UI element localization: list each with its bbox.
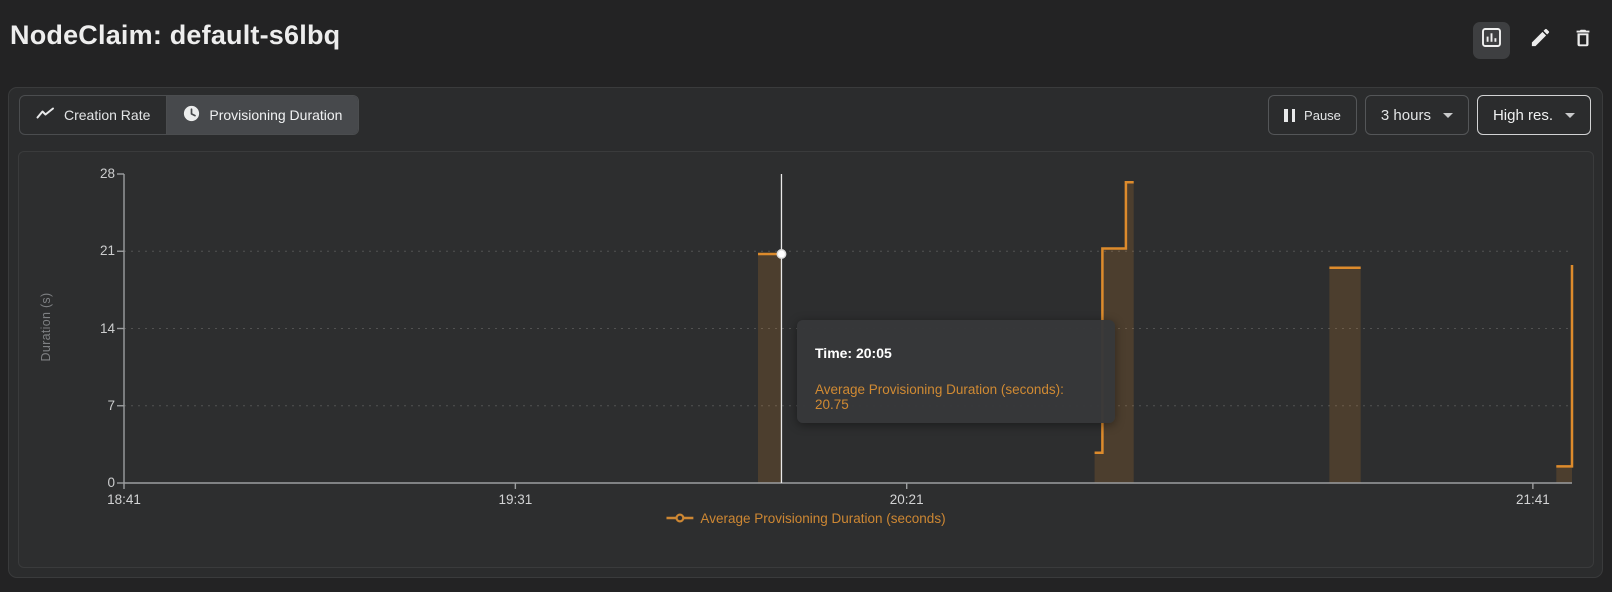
page-title: NodeClaim: default-s6lbq [10,20,341,50]
chevron-down-icon [1565,112,1575,118]
trash-icon [1572,27,1594,54]
x-tick-label: 18:41 [107,492,141,507]
delete-button[interactable] [1570,27,1596,53]
resolution-dropdown[interactable]: High res. [1476,95,1591,135]
series-line [1094,181,1134,454]
tooltip-time: Time: 20:05 [815,345,892,361]
toolbar-controls: Pause 3 hours High res. [1268,95,1591,135]
chevron-down-icon [1442,112,1453,118]
chart-view-button[interactable] [1473,21,1510,59]
edit-button[interactable] [1527,27,1553,53]
legend-item[interactable]: Average Provisioning Duration (seconds) [666,511,946,526]
pause-icon [1284,108,1296,122]
chart-tooltip: Time: 20:05 Average Provisioning Duratio… [797,320,1115,423]
pause-button[interactable]: Pause [1268,95,1357,135]
time-range-value: 3 hours [1380,106,1431,124]
toolbar: Creation Rate Provisioning Duration Paus… [19,95,1591,135]
chart-panel: Creation Rate Provisioning Duration Paus… [8,87,1603,578]
tab-provisioning-duration[interactable]: Provisioning Duration [166,96,359,134]
bar-chart-icon [1481,27,1502,53]
tooltip-series-value: Average Provisioning Duration (seconds):… [815,382,1064,412]
series-area [758,254,782,483]
resolution-value: High res. [1492,106,1553,124]
series-area [1556,265,1572,483]
y-tick-label: 28 [99,166,115,181]
tab-label: Creation Rate [64,107,151,123]
trend-line-icon [36,107,55,123]
tab-label: Provisioning Duration [209,107,343,123]
legend-marker-icon [666,511,694,526]
series-line [1556,265,1574,468]
tab-creation-rate[interactable]: Creation Rate [20,96,166,134]
clock-icon [183,105,200,125]
header-actions [1473,21,1596,59]
x-tick-label: 19:31 [498,492,533,507]
y-tick-label: 21 [99,243,115,259]
pause-label: Pause [1304,107,1341,123]
y-tick-label: 7 [107,397,115,413]
y-tick-label: 0 [107,475,115,490]
legend-label: Average Provisioning Duration (seconds) [700,511,946,526]
x-tick-label: 20:21 [889,492,924,507]
pencil-icon [1529,26,1552,54]
provisioning-duration-chart[interactable]: Duration (s) Time: 20:05 Average Provisi… [18,151,1594,568]
time-range-dropdown[interactable]: 3 hours [1364,95,1469,135]
hover-point-marker [776,249,787,259]
x-tick-label: 21:41 [1515,492,1550,507]
series-area [1329,267,1361,483]
y-tick-label: 14 [99,320,115,336]
header: NodeClaim: default-s6lbq [0,0,1612,87]
metric-tab-group: Creation Rate Provisioning Duration [19,95,360,135]
